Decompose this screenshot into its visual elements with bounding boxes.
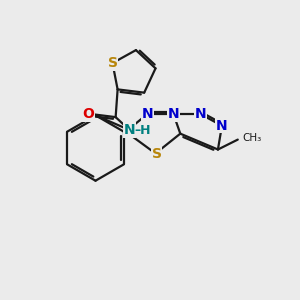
Text: S: S (152, 148, 161, 161)
Text: –H: –H (134, 124, 151, 136)
Text: N: N (142, 107, 153, 121)
Text: N: N (167, 107, 179, 121)
Text: S: S (107, 56, 118, 70)
Text: O: O (82, 107, 94, 121)
Text: N: N (124, 123, 135, 137)
Text: N: N (216, 119, 228, 133)
Text: CH₃: CH₃ (243, 133, 262, 142)
Text: N: N (194, 107, 206, 121)
